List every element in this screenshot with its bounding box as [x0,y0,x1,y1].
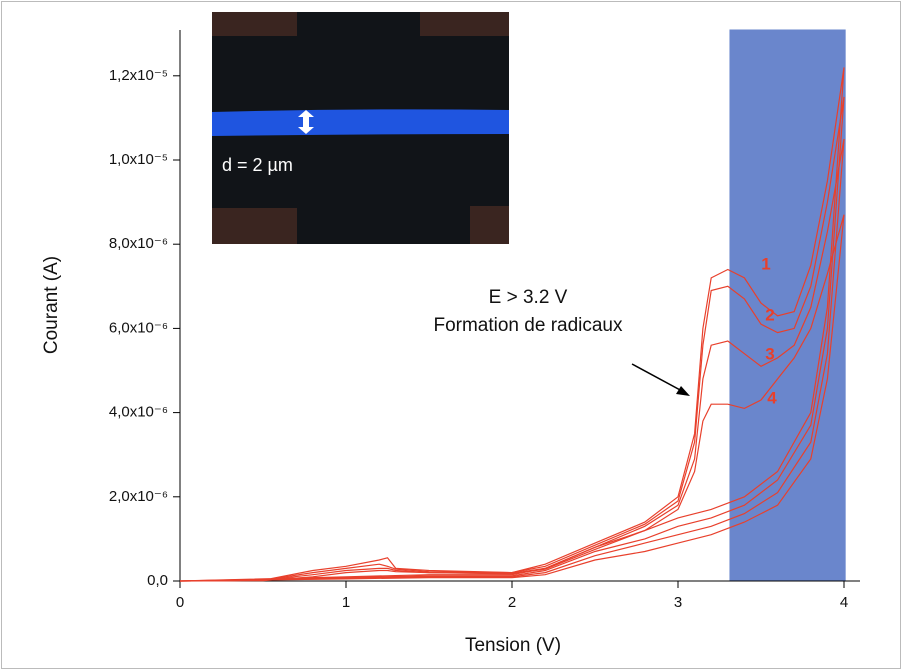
annotation: Formation de radicaux [433,315,623,336]
x-axis-label: Tension (V) [465,635,561,656]
series-line [179,96,845,582]
y-tick-label: 1,0x10⁻⁵ [109,151,168,168]
series-label: 2 [765,305,774,324]
x-tick-label: 0 [176,594,184,611]
x-tick-label: 4 [840,594,848,611]
x-tick-label: 2 [508,594,516,611]
x-tick-label: 3 [674,594,682,611]
series-line [179,138,845,582]
y-tick-label: 4,0x10⁻⁶ [109,404,168,421]
x-tick-label: 1 [342,594,350,611]
y-tick-label: 0,0 [147,572,168,589]
y-axis-label: Courant (A) [41,256,62,354]
y-tick-label: 6,0x10⁻⁶ [109,319,168,336]
inset-photo: d = 2 µm [212,12,509,244]
annotation: E > 3.2 V [489,287,568,308]
series-label: 1 [761,254,770,273]
shaded-region [729,29,846,582]
series-line [179,214,845,582]
y-tick-label: 2,0x10⁻⁶ [109,488,168,505]
inset-label: d = 2 µm [222,155,293,175]
arrow [631,363,690,396]
series-label: 3 [765,344,774,363]
series-label: 4 [767,388,777,407]
y-tick-label: 1,2x10⁻⁵ [109,67,168,84]
y-tick-label: 8,0x10⁻⁶ [109,235,168,252]
